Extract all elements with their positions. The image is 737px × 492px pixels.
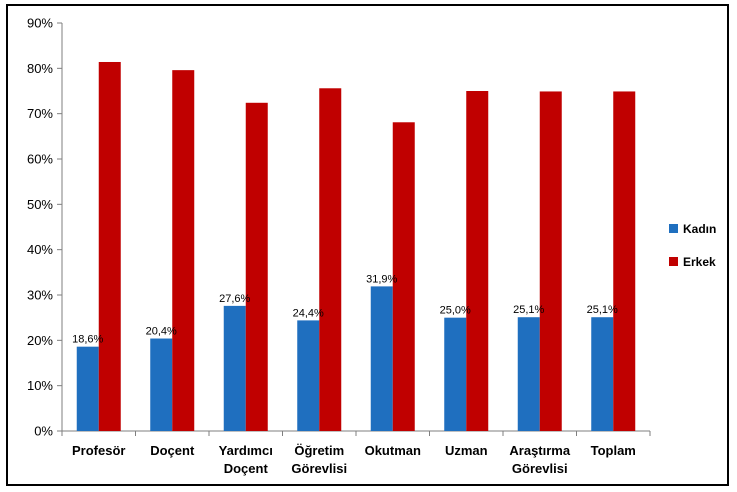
category-label: Öğretim [294,443,344,458]
y-tick-label: 20% [27,333,53,348]
bar-kadın [444,317,467,431]
bar-kadın [370,286,393,431]
data-label: 25,0% [440,305,471,317]
data-labels: 18,6% 20,4% 27,6% 24,4% 31,9% 25,0% 25,1% 25,1% [72,273,618,345]
bar-kadın [591,317,614,431]
bar-kadın [223,305,246,431]
category-label: Doçent [224,461,269,476]
legend-swatch-erkek [669,257,678,266]
bar-kadın [76,346,99,431]
data-label: 18,6% [72,334,103,346]
bar-erkek [539,91,562,431]
data-label: 24,4% [293,307,324,319]
y-tick-label: 90% [27,16,53,31]
y-tick-label: 0% [34,424,53,439]
bar-erkek [466,91,489,431]
bars [76,61,636,432]
category-label: Görevlisi [512,461,568,476]
y-tick-label: 50% [27,197,53,212]
y-tick-label: 80% [27,61,53,76]
data-label: 25,1% [587,304,618,316]
category-label: Görevlisi [291,461,347,476]
y-tick-label: 70% [27,106,53,121]
bar-kadın [297,320,320,431]
legend: Kadın Erkek [669,222,716,269]
y-tick-label: 60% [27,152,53,167]
bar-kadın [150,338,173,431]
category-label: Toplam [591,443,636,458]
category-label: Okutman [365,443,421,458]
category-labels: Profesör Doçent Yardımcı Doçent Öğretim Görev… [72,443,636,476]
category-label: Doçent [150,443,195,458]
y-tick-label: 40% [27,242,53,257]
bar-erkek [245,102,268,431]
legend-label: Erkek [683,255,716,269]
data-label: 25,1% [513,304,544,316]
bar-erkek [319,88,342,431]
category-label: Yardımcı [219,443,273,458]
category-label: Araştırma [509,443,570,458]
y-tick-label: 30% [27,288,53,303]
data-label: 31,9% [366,273,397,285]
bar-erkek [392,122,415,431]
bar-kadın [517,317,540,431]
bar-erkek [172,70,195,431]
data-label: 27,6% [219,293,250,305]
bar-erkek [613,91,636,431]
category-label: Profesör [72,443,125,458]
data-label: 20,4% [146,326,177,338]
category-label: Uzman [445,443,488,458]
legend-swatch-kadın [669,224,678,233]
bar-erkek [98,61,121,432]
legend-label: Kadın [683,222,716,236]
y-tick-label: 10% [27,378,53,393]
